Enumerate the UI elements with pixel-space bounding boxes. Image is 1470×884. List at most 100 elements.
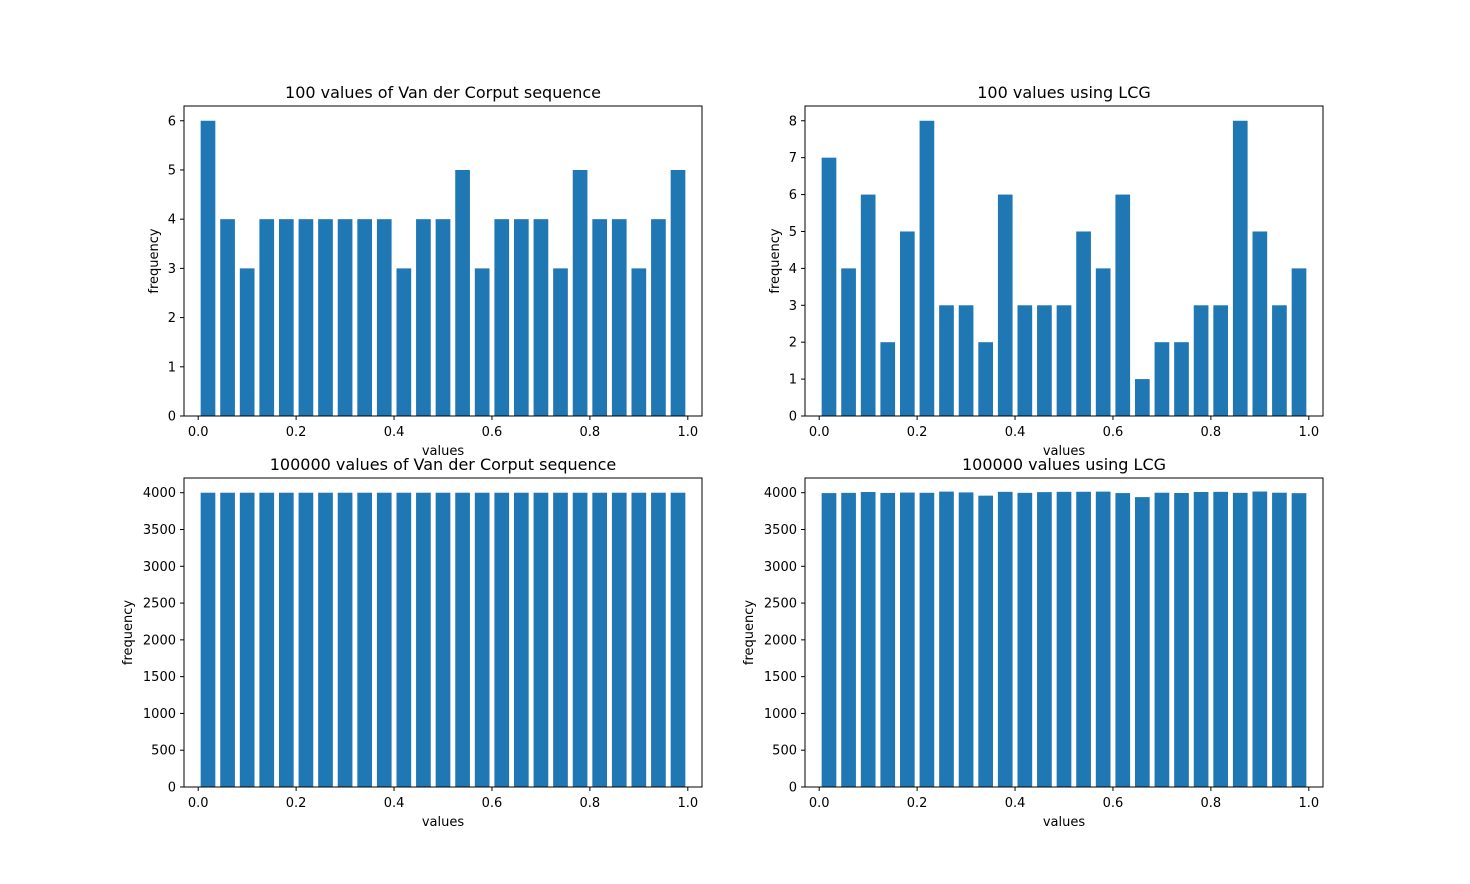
x-tick-label: 0.8 xyxy=(580,425,601,440)
bar xyxy=(396,268,412,416)
x-tick-label: 0.6 xyxy=(1103,425,1124,440)
bar xyxy=(919,492,935,787)
x-tick-label: 1.0 xyxy=(1298,796,1319,811)
y-tick-label: 3 xyxy=(168,262,176,277)
bar xyxy=(220,492,235,787)
bar xyxy=(997,194,1013,416)
subplot-2: 0.0 0.2 0.4 0.6 0.8 1.0 0 1 2 3 4 5 6 7 8 100 values us… xyxy=(768,83,1324,459)
axes-frame xyxy=(183,105,703,417)
bar xyxy=(919,120,935,416)
bar xyxy=(899,231,915,416)
bar xyxy=(1291,268,1307,416)
subplot-1: 0.0 0.2 0.4 0.6 0.8 1.0 0 1 2 3 4 5 6 100 values of V… xyxy=(147,83,703,459)
y-axis-label: frequency xyxy=(121,600,136,666)
y-tick-label: 5 xyxy=(168,163,176,178)
bar xyxy=(494,492,510,787)
bar xyxy=(1252,491,1268,787)
bar xyxy=(997,491,1013,787)
bar xyxy=(1154,342,1170,416)
bar xyxy=(474,268,490,416)
bar xyxy=(1056,491,1072,787)
bar xyxy=(841,492,856,787)
bar xyxy=(611,219,627,416)
bar xyxy=(474,492,490,787)
bar xyxy=(1115,194,1131,416)
bar xyxy=(958,492,974,787)
bar xyxy=(337,492,353,787)
bar xyxy=(239,492,255,787)
y-tick-label: 2500 xyxy=(143,597,176,612)
bar xyxy=(821,157,837,416)
y-tick-label: 500 xyxy=(151,744,176,759)
x-tick-label: 0.0 xyxy=(188,796,209,811)
axes-frame xyxy=(804,477,1324,788)
y-tick-label: 0 xyxy=(789,410,797,425)
bar xyxy=(337,219,353,416)
y-tick-label: 1 xyxy=(168,360,176,375)
y-axis-label: frequency xyxy=(768,228,783,294)
bar xyxy=(1272,492,1287,787)
bar xyxy=(1174,493,1189,787)
x-axis-label: values xyxy=(1043,815,1086,830)
y-tick-label: 7 xyxy=(789,151,797,166)
x-tick-label: 0.0 xyxy=(809,796,830,811)
x-tick-label: 0.4 xyxy=(1005,796,1026,811)
bar xyxy=(357,492,373,787)
bar xyxy=(259,219,275,416)
y-tick-label: 500 xyxy=(772,744,797,759)
chart-title: 100 values of Van der Corput sequence xyxy=(285,83,601,102)
bar xyxy=(1272,305,1287,416)
bar xyxy=(670,169,686,416)
bar xyxy=(494,219,510,416)
bar xyxy=(533,492,549,787)
x-tick-label: 0.4 xyxy=(384,796,405,811)
bar xyxy=(553,492,568,787)
bar xyxy=(958,305,974,416)
bar xyxy=(860,491,876,787)
y-tick-label: 2000 xyxy=(764,633,797,648)
bar xyxy=(1134,379,1150,416)
chart-title: 100000 values using LCG xyxy=(962,455,1166,474)
y-tick-label: 1000 xyxy=(143,707,176,722)
bar xyxy=(1232,120,1248,416)
bar xyxy=(298,219,314,416)
bar xyxy=(631,268,647,416)
bar xyxy=(1037,305,1052,416)
y-tick-label: 1500 xyxy=(764,670,797,685)
y-tick-label: 2 xyxy=(789,336,797,351)
y-tick-label: 4 xyxy=(168,213,176,228)
bar xyxy=(200,492,216,787)
bar xyxy=(435,219,451,416)
bar xyxy=(841,268,856,416)
bar xyxy=(1076,491,1091,787)
bar xyxy=(978,342,994,416)
bar xyxy=(318,492,333,787)
bar xyxy=(651,492,666,787)
subplot-3: 0.0 0.2 0.4 0.6 0.8 1.0 0 500 1000 1500 2000 2500 30… xyxy=(121,455,703,830)
bar xyxy=(1213,491,1229,787)
y-tick-label: 6 xyxy=(789,188,797,203)
x-axis-label: values xyxy=(422,444,465,459)
y-tick-label: 1500 xyxy=(143,670,176,685)
x-axis-label: values xyxy=(422,815,465,830)
bar xyxy=(592,492,608,787)
bar xyxy=(1037,492,1052,787)
bar xyxy=(651,219,666,416)
x-tick-label: 0.8 xyxy=(1201,796,1222,811)
bar xyxy=(611,492,627,787)
x-tick-label: 0.0 xyxy=(809,425,830,440)
bar xyxy=(259,492,275,787)
bar xyxy=(821,493,837,787)
y-tick-label: 3500 xyxy=(764,523,797,538)
bar xyxy=(1056,305,1072,416)
bar xyxy=(278,492,294,787)
bar xyxy=(670,492,686,787)
x-tick-label: 1.0 xyxy=(677,796,698,811)
bar xyxy=(880,492,896,787)
y-tick-label: 3000 xyxy=(143,560,176,575)
bar xyxy=(553,268,568,416)
x-tick-label: 0.2 xyxy=(907,425,928,440)
bar xyxy=(1252,231,1268,416)
bar xyxy=(416,219,431,416)
